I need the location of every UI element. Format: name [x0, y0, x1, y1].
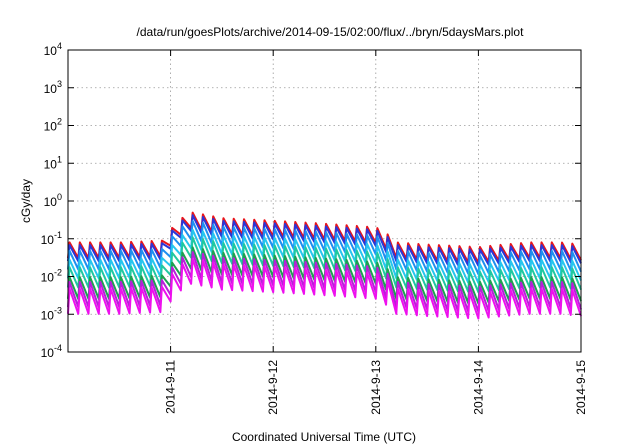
y-tick-label: 10-4	[41, 343, 62, 360]
x-tick-label: 2014-9-15	[574, 360, 588, 415]
x-tick-label: 2014-9-11	[164, 360, 178, 414]
x-axis: 2014-9-11 2014-9-12 2014-9-13 2014-9-14 2014…	[164, 50, 588, 415]
y-tick-label: 102	[44, 117, 62, 134]
y-tick-label: 101	[44, 154, 62, 171]
y-tick-label: 10-2	[41, 268, 62, 285]
x-tick-label: 2014-9-14	[471, 360, 485, 415]
series-line-8	[67, 257, 582, 320]
x-tick-label: 2014-9-12	[266, 360, 280, 415]
grid	[68, 50, 582, 352]
y-tick-label: 103	[44, 79, 62, 96]
series-layer	[67, 211, 582, 320]
y-tick-label: 104	[44, 41, 62, 58]
y-tick-label: 10-3	[41, 305, 62, 322]
x-axis-label: Coordinated Universal Time (UTC)	[232, 430, 416, 444]
chart-title: /data/run/goesPlots/archive/2014-09-15/0…	[137, 25, 525, 39]
y-tick-label: 100	[44, 192, 62, 209]
x-tick-label: 2014-9-13	[369, 360, 383, 415]
y-tick-label: 10-1	[41, 230, 62, 247]
y-axis-label: cGy/day	[19, 179, 33, 223]
